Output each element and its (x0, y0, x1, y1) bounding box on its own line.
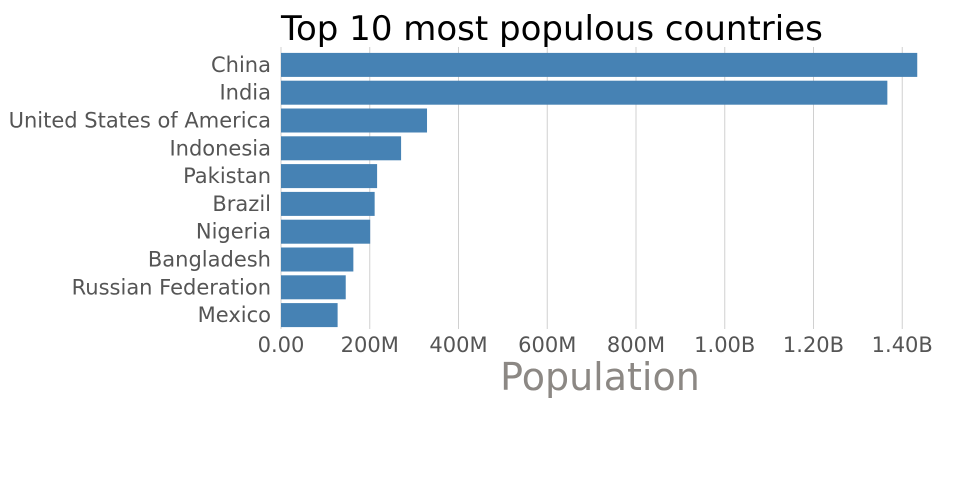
bar (281, 108, 428, 133)
category-label: United States of America (9, 109, 271, 133)
category-label: China (211, 53, 271, 77)
x-tick-label: 400M (429, 333, 487, 357)
x-tick-label: 1.40B (872, 333, 933, 357)
bar (281, 136, 402, 161)
chart-title: Top 10 most populous countries (280, 9, 823, 49)
category-labels: China India United States of America Indone… (9, 53, 271, 327)
x-tick-label: 200M (341, 333, 399, 357)
bar (281, 164, 378, 189)
category-label: Bangladesh (148, 248, 271, 272)
category-label: Pakistan (183, 164, 271, 188)
bar (281, 303, 338, 328)
bar (281, 275, 346, 300)
x-axis-title: Population (500, 355, 700, 399)
bar (281, 247, 354, 272)
bars (281, 52, 918, 328)
category-label: Indonesia (169, 136, 271, 160)
bar (281, 219, 371, 244)
x-tick-label: 0.00 (258, 333, 305, 357)
x-tick-label: 1.20B (783, 333, 844, 357)
category-label: Brazil (212, 192, 271, 216)
bar (281, 80, 888, 105)
category-label: Mexico (198, 303, 271, 327)
category-label: Russian Federation (72, 275, 271, 299)
x-tick-label: 800M (607, 333, 665, 357)
bar (281, 52, 918, 77)
category-label: Nigeria (196, 220, 271, 244)
x-tick-labels: 0.00 200M 400M 600M 800M 1.00B 1.20B 1.40B (258, 333, 933, 357)
category-label: India (219, 81, 271, 105)
x-tick-label: 1.00B (694, 333, 755, 357)
bar (281, 191, 375, 216)
x-tick-label: 600M (518, 333, 576, 357)
